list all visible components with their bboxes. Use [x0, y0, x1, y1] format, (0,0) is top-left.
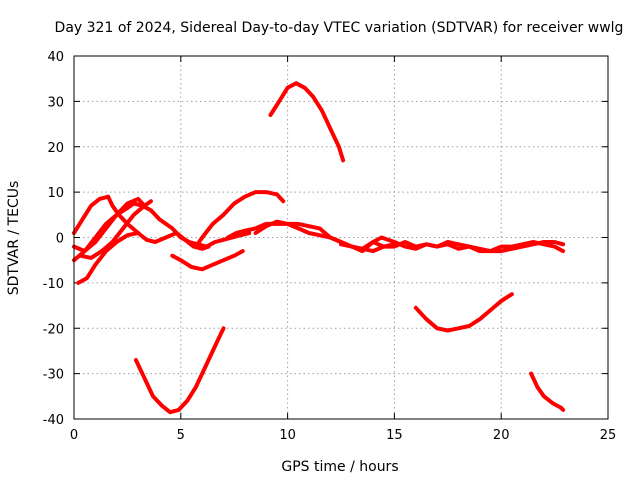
y-tick-label: 10	[47, 186, 64, 201]
y-tick-label: -30	[43, 368, 64, 383]
series-line-s6	[170, 249, 245, 272]
series-line-s14	[339, 242, 397, 254]
series-line-s10	[268, 81, 346, 163]
y-tick-label: 40	[47, 50, 64, 65]
y-axis-label: SDTVAR / TECUs	[6, 181, 22, 296]
series-line-s11	[133, 326, 226, 415]
x-tick-label: 15	[386, 428, 403, 443]
x-tick-label: 20	[493, 428, 510, 443]
y-tick-label: 20	[47, 141, 64, 156]
series-line-s3	[72, 201, 252, 263]
series-line-s7	[193, 190, 286, 249]
y-tick-label: -20	[43, 322, 64, 337]
y-tick-label: -40	[43, 413, 64, 428]
x-tick-label: 25	[600, 428, 617, 443]
series-line-s13	[529, 371, 566, 412]
x-axis-label: GPS time / hours	[281, 459, 398, 475]
grid	[74, 56, 608, 419]
chart-title: Day 321 of 2024, Sidereal Day-to-day VTE…	[55, 20, 624, 36]
series-group	[72, 81, 566, 415]
y-tick-label: 30	[47, 95, 64, 110]
plot-frame	[73, 55, 609, 420]
series-line-s12	[413, 292, 514, 333]
series-line-s9	[253, 219, 566, 254]
series-line-s4	[76, 231, 141, 285]
y-tick-label: -10	[43, 277, 64, 292]
axis-ticks: 0 5 10 15 20 25 -40 -30 -20 -10 0 10 20 30 40	[43, 50, 617, 443]
x-tick-label: 0	[70, 428, 78, 443]
x-tick-label: 10	[279, 428, 296, 443]
x-tick-label: 5	[177, 428, 185, 443]
series-line-s5	[78, 199, 153, 260]
y-tick-label: 0	[56, 232, 64, 247]
